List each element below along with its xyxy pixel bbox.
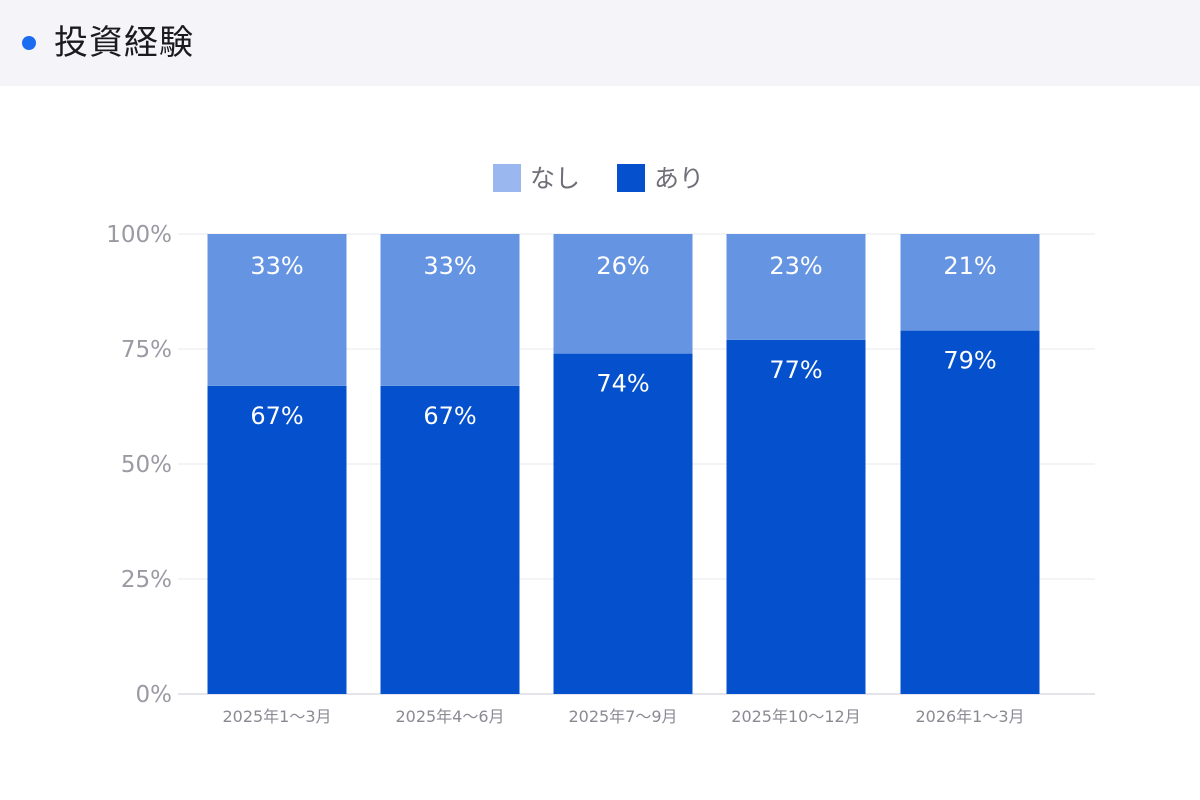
section-title: 投資経験 — [54, 23, 194, 63]
x-tick-label: 2025年10〜12月 — [731, 707, 860, 726]
bar-segment — [900, 234, 1040, 331]
data-label: 26% — [596, 252, 649, 280]
bar-segment — [207, 385, 347, 694]
bar-segment — [380, 234, 520, 386]
y-tick-label: 100% — [106, 222, 172, 248]
x-tick-label: 2026年1〜3月 — [915, 707, 1024, 726]
data-label: 23% — [769, 252, 822, 280]
legend-label: あり — [654, 164, 704, 193]
y-tick-label: 25% — [121, 567, 172, 593]
data-label: 33% — [423, 252, 476, 280]
bar-segment — [207, 234, 347, 386]
data-label: 33% — [250, 252, 303, 280]
y-tick-label: 75% — [121, 337, 172, 363]
y-tick-label: 50% — [121, 452, 172, 478]
bar-segment — [726, 234, 866, 340]
bar-segment — [553, 234, 693, 354]
x-tick-label: 2025年7〜9月 — [568, 707, 677, 726]
x-tick-label: 2025年1〜3月 — [222, 707, 331, 726]
data-label: 79% — [943, 347, 996, 375]
data-label: 67% — [423, 402, 476, 430]
data-label: 77% — [769, 356, 822, 384]
bar-segment — [900, 330, 1040, 694]
bar-segment — [380, 385, 520, 694]
bar-segment — [726, 339, 866, 694]
bar-segment — [553, 353, 693, 694]
stacked-bar-chart: 0% 25% 50% 75% 100% なし あり 67% 33% 2025年1〜3月 67% 33%… — [106, 164, 1095, 726]
x-tick-label: 2025年4〜6月 — [395, 707, 504, 726]
data-label: 67% — [250, 402, 303, 430]
section-header: 投資経験 — [0, 0, 1200, 86]
bullet-dot-icon — [22, 36, 36, 50]
data-label: 21% — [943, 252, 996, 280]
legend-label: なし — [530, 164, 580, 193]
legend-swatch — [493, 164, 521, 192]
legend-swatch — [617, 164, 645, 192]
chart-container: 0% 25% 50% 75% 100% なし あり 67% 33% 2025年1〜3月 67% 33%… — [0, 86, 1200, 800]
data-label: 74% — [596, 370, 649, 398]
y-tick-label: 0% — [136, 682, 173, 708]
